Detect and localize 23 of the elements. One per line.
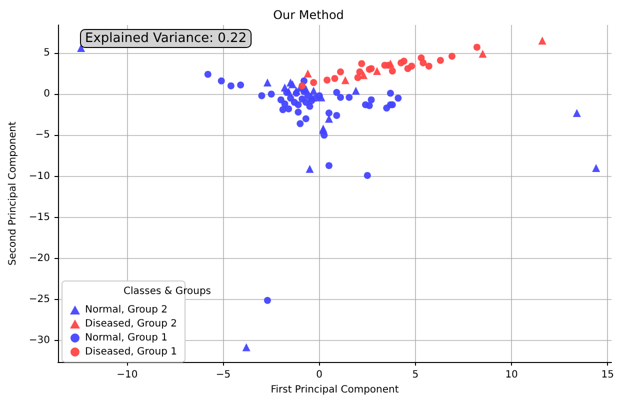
y-tick-label: 0 — [44, 88, 50, 100]
legend-label: Normal, Group 1 — [85, 332, 168, 344]
x-tick-label: 15 — [601, 370, 614, 381]
legend-label: Normal, Group 2 — [85, 304, 168, 316]
y-tick-label: −15 — [28, 212, 50, 223]
y-tick-label: −10 — [28, 170, 50, 182]
y-tick-label: −5 — [35, 130, 50, 141]
legend-title: Classes & Groups — [124, 286, 211, 297]
x-tick-label: 5 — [412, 370, 419, 381]
y-tick-label: 5 — [44, 47, 50, 58]
legend-label: Diseased, Group 1 — [85, 346, 178, 358]
x-tick-label: −10 — [116, 370, 138, 381]
x-tick-label: −5 — [216, 370, 231, 381]
x-tick-label: 0 — [316, 370, 323, 381]
legend-label: Diseased, Group 2 — [85, 318, 178, 330]
y-tick-label: −25 — [28, 294, 50, 306]
y-tick-label: −20 — [28, 253, 50, 264]
x-tick-label: 10 — [505, 370, 518, 381]
y-tick-label: −30 — [28, 335, 50, 346]
x-axis-title: First Principal Component — [270, 384, 399, 396]
chart-title: Our Method — [273, 8, 344, 22]
y-axis-title: Second Principal Component — [8, 122, 18, 266]
annotation: Explained Variance: 0.22 — [85, 31, 247, 46]
